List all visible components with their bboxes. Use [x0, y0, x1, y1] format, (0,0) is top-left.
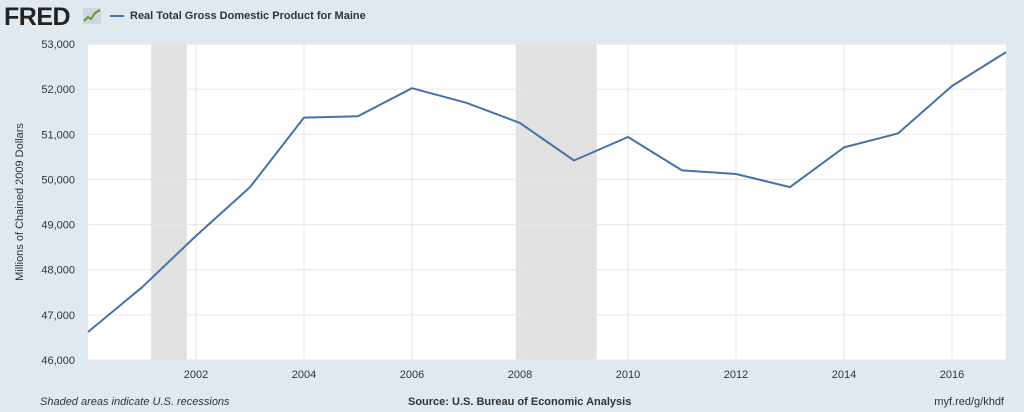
y-tick-label: 51,000	[41, 129, 75, 141]
data-point[interactable]	[735, 173, 738, 176]
short-link[interactable]: myf.red/g/khdf	[934, 396, 1004, 408]
x-tick-label: 2004	[292, 369, 316, 381]
x-tick-label: 2002	[184, 369, 208, 381]
x-tick-label: 2006	[400, 369, 424, 381]
data-point[interactable]	[789, 186, 792, 189]
data-point[interactable]	[465, 101, 468, 104]
x-tick-label: 2014	[832, 369, 856, 381]
x-axis-ticks: 2002 2004 2006 2008 2010 2012 2014 2016	[184, 369, 964, 381]
data-point[interactable]	[1005, 51, 1008, 54]
data-point[interactable]	[897, 132, 900, 135]
y-tick-label: 47,000	[41, 310, 75, 322]
fred-logo[interactable]: FRED	[4, 3, 71, 31]
chart-footer: Shaded areas indicate U.S. recessions So…	[0, 394, 1024, 412]
data-source: Source: U.S. Bureau of Economic Analysis	[408, 396, 632, 408]
y-tick-label: 50,000	[41, 174, 75, 186]
data-point[interactable]	[411, 87, 414, 90]
legend-swatch	[110, 15, 124, 17]
data-point[interactable]	[249, 186, 252, 189]
data-point[interactable]	[141, 286, 144, 289]
series-layer	[87, 51, 1008, 334]
data-point[interactable]	[195, 234, 198, 237]
y-tick-label: 53,000	[41, 39, 75, 51]
recession-note: Shaded areas indicate U.S. recessions	[40, 396, 230, 408]
chart-legend[interactable]: Real Total Gross Domestic Product for Ma…	[110, 10, 366, 22]
data-point[interactable]	[573, 159, 576, 162]
line-chart[interactable]: 46,000 47,000 48,000 49,000 50,000 51,000 52,0…	[0, 0, 1024, 394]
trend-graph-icon	[83, 8, 101, 24]
chart-header: FRED Real Total Gross Domestic Product f…	[0, 0, 1024, 38]
y-axis-ticks: 46,000 47,000 48,000 49,000 50,000 51,000 52,0…	[41, 39, 75, 367]
data-point[interactable]	[303, 116, 306, 119]
grid-lines	[88, 43, 1006, 361]
legend-label: Real Total Gross Domestic Product for Ma…	[130, 10, 366, 22]
recession-shading	[151, 44, 597, 360]
data-point[interactable]	[357, 115, 360, 118]
y-tick-label: 48,000	[41, 265, 75, 277]
x-tick-label: 2016	[940, 369, 964, 381]
data-point[interactable]	[627, 135, 630, 138]
x-tick-label: 2008	[508, 369, 532, 381]
data-point[interactable]	[681, 169, 684, 172]
recession-band-2	[515, 44, 597, 360]
y-axis-label: Millions of Chained 2009 Dollars	[14, 123, 26, 281]
data-point[interactable]	[951, 84, 954, 87]
y-tick-label: 46,000	[41, 355, 75, 367]
x-tick-label: 2010	[616, 369, 640, 381]
data-point[interactable]	[87, 331, 90, 334]
series-line-1[interactable]	[87, 51, 1007, 333]
recession-band-1	[151, 44, 187, 360]
y-tick-label: 52,000	[41, 84, 75, 96]
x-tick-label: 2012	[724, 369, 748, 381]
data-point[interactable]	[519, 122, 522, 125]
data-point[interactable]	[843, 146, 846, 149]
y-tick-label: 49,000	[41, 220, 75, 232]
